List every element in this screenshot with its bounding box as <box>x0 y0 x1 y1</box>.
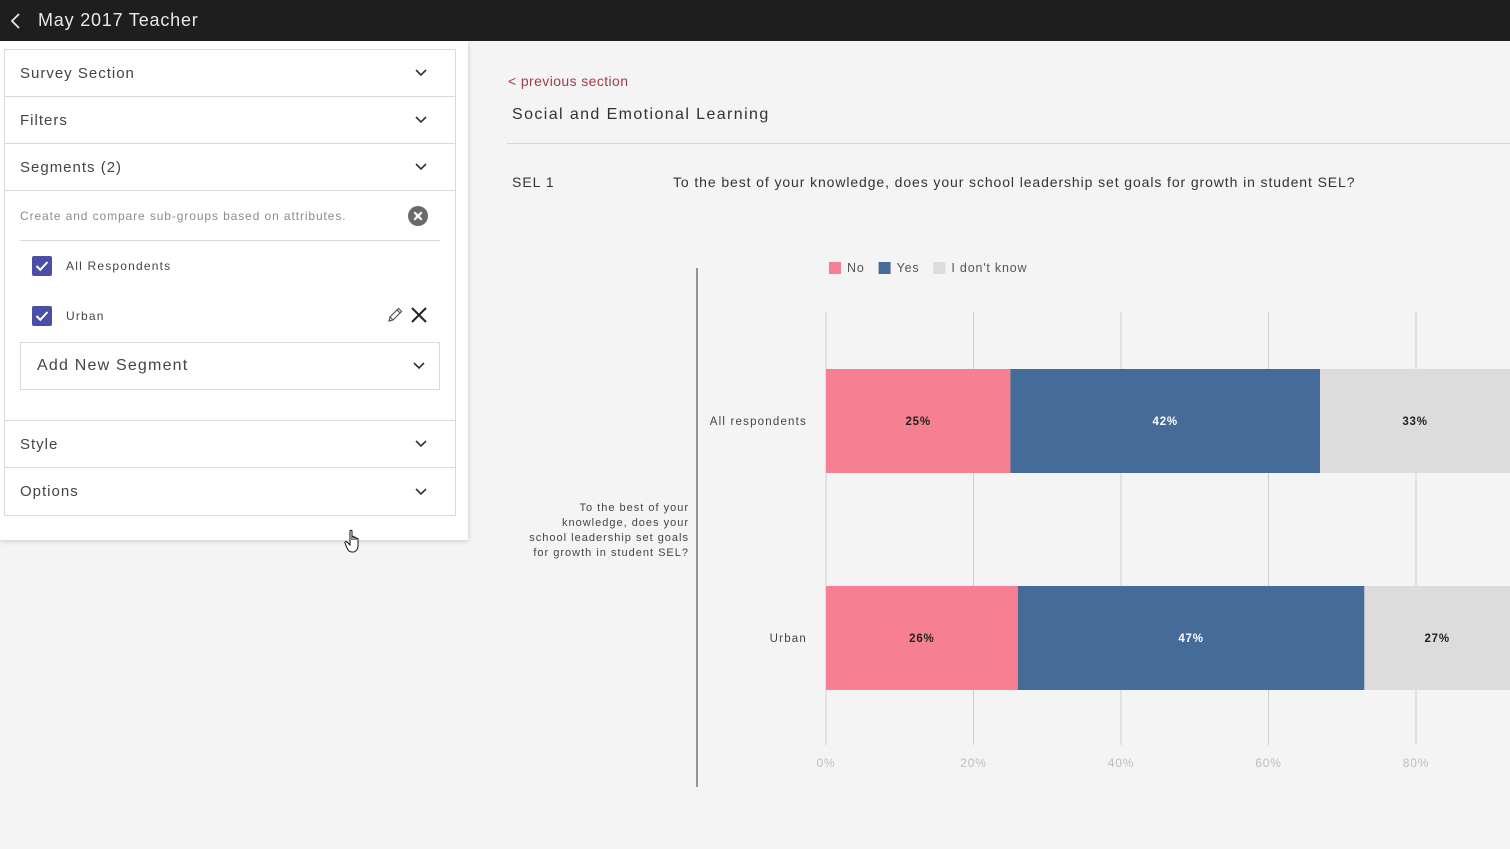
y-group-label-line: knowledge, does your <box>562 517 689 529</box>
hand-cursor-icon <box>344 529 359 553</box>
accordion-label: Style <box>20 435 59 453</box>
bar-data-label: 47% <box>1178 633 1203 645</box>
legend-label: I don't know <box>951 261 1027 275</box>
checkmark-icon <box>35 311 49 322</box>
segments-content: Create and compare sub-groups based on a… <box>5 191 455 421</box>
close-icon[interactable] <box>410 306 428 324</box>
y-group-label-line: school leadership set goals <box>529 532 689 544</box>
segment-item-urban: Urban <box>20 291 440 341</box>
question-id: SEL 1 <box>512 174 555 190</box>
legend-label: Yes <box>897 261 920 275</box>
y-group-label: To the best of your knowledge, does your s… <box>529 502 689 559</box>
bar-segment <box>1010 369 1321 473</box>
add-new-segment-dropdown[interactable]: Add New Segment <box>20 342 440 390</box>
accordion-label: Survey Section <box>20 64 135 82</box>
x-tick-label: 0% <box>817 756 836 770</box>
segments-description: Create and compare sub-groups based on a… <box>20 208 347 223</box>
accordion-label: Filters <box>20 111 68 129</box>
top-bar: May 2017 Teacher <box>0 0 1510 41</box>
chevron-down-icon <box>415 163 427 171</box>
back-button[interactable] <box>0 0 32 41</box>
segment-checkbox[interactable] <box>32 306 52 326</box>
segment-label: Urban <box>66 309 105 323</box>
accordion-label: Segments (2) <box>20 158 123 176</box>
question-text: To the best of your knowledge, does your… <box>673 174 1356 190</box>
legend-swatch <box>933 262 946 274</box>
chevron-down-icon <box>413 362 425 370</box>
previous-section-link[interactable]: < previous section <box>508 73 629 89</box>
section-title: Social and Emotional Learning <box>512 106 770 123</box>
page-title: May 2017 Teacher <box>38 10 199 30</box>
accordion-segments[interactable]: Segments (2) <box>5 144 455 191</box>
bar-segment <box>826 369 1011 473</box>
x-tick-label: 40% <box>1108 756 1134 770</box>
chevron-down-icon <box>415 440 427 448</box>
bar-data-label: 26% <box>909 633 934 645</box>
segment-item-all-respondents: All Respondents <box>20 241 440 291</box>
y-group-label-line: To the best of your <box>580 502 690 514</box>
bar-segment <box>1364 586 1510 690</box>
bar-data-label: 42% <box>1153 416 1178 428</box>
checkmark-icon <box>35 261 49 272</box>
category-label: Urban <box>770 633 807 645</box>
legend-label: No <box>847 261 865 275</box>
divider <box>507 143 1510 144</box>
settings-panel: Survey Section Filters Segments (2) Crea… <box>0 41 468 540</box>
bar-segment <box>1320 369 1510 473</box>
chevron-down-icon <box>415 487 427 496</box>
legend-swatch <box>878 262 891 274</box>
x-tick-label: 60% <box>1255 756 1281 770</box>
chevron-down-icon <box>415 69 427 77</box>
accordion-survey-section[interactable]: Survey Section <box>5 50 455 97</box>
bar-data-label: 25% <box>905 416 930 428</box>
segment-actions <box>386 306 428 324</box>
category-label: All respondents <box>710 416 807 428</box>
accordion-options[interactable]: Options <box>5 468 455 515</box>
bar-segment <box>826 586 1018 690</box>
accordion-label: Options <box>20 483 79 500</box>
chevron-left-icon <box>10 12 20 29</box>
bar-data-label: 27% <box>1424 633 1449 645</box>
segments-description-row: Create and compare sub-groups based on a… <box>20 191 440 241</box>
close-circle-icon[interactable] <box>408 205 428 226</box>
segment-label: All Respondents <box>66 259 172 273</box>
segment-checkbox[interactable] <box>32 256 52 276</box>
add-new-segment-label: Add New Segment <box>37 357 189 374</box>
legend-swatch <box>829 262 841 274</box>
bar-segment <box>1017 586 1365 690</box>
chevron-down-icon <box>415 116 427 124</box>
y-group-label-line: for growth in student SEL? <box>533 547 689 559</box>
accordion-style[interactable]: Style <box>5 421 455 468</box>
accordion-filters[interactable]: Filters <box>5 97 455 144</box>
x-tick-label: 20% <box>960 756 986 770</box>
accordion: Survey Section Filters Segments (2) Crea… <box>4 49 456 516</box>
x-tick-label: 80% <box>1403 756 1429 770</box>
pencil-icon[interactable] <box>386 306 404 324</box>
bar-data-label: 33% <box>1402 416 1427 428</box>
